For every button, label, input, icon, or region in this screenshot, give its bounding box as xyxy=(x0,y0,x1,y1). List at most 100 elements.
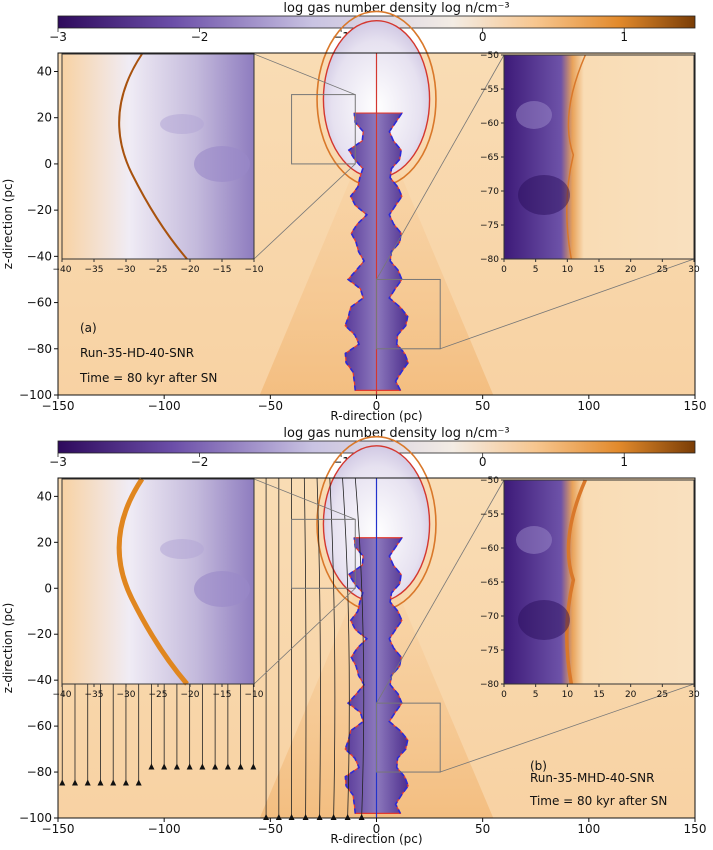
x-tick-label: 50 xyxy=(475,822,490,836)
field-arrow xyxy=(84,779,91,786)
run-name: Run-35-MHD-40-SNR xyxy=(530,771,654,785)
vortex xyxy=(194,571,250,607)
inset-x-tick-label: 30 xyxy=(688,265,700,275)
contour-blue-left xyxy=(344,537,369,814)
zoom-connector xyxy=(440,258,695,350)
y-tick-label: −40 xyxy=(27,673,52,687)
y-tick-label: −100 xyxy=(19,388,52,402)
panel-1: −150 −100 −50 0 50 100 15040200−20−40−60−80−10… xyxy=(1,10,706,423)
zoom-box-left xyxy=(291,94,356,165)
y-tick-label: −60 xyxy=(27,719,52,733)
field-arrow xyxy=(237,763,244,770)
inset-x-tick-label: −15 xyxy=(213,690,232,700)
y-tick-label: 0 xyxy=(44,157,52,171)
x-tick-label: 150 xyxy=(684,822,707,836)
inset-y-tick-label: −70 xyxy=(480,187,499,197)
inset-y-tick-label: −60 xyxy=(480,119,499,129)
vortex xyxy=(194,146,250,182)
y-tick-label: −20 xyxy=(27,627,52,641)
inset-x-tick-label: −10 xyxy=(245,265,264,275)
field-arrow xyxy=(135,779,142,786)
inset-x-tick-label: −35 xyxy=(85,265,104,275)
colorbar-tick-label: 0 xyxy=(479,455,487,469)
vortex xyxy=(518,175,570,215)
field-arrow xyxy=(212,763,219,770)
y-axis-label: z-direction (pc) xyxy=(1,179,15,270)
zoom-box-right xyxy=(376,702,441,773)
inset-field xyxy=(504,55,694,259)
time-label: Time = 80 kyr after SN xyxy=(79,371,217,385)
y-tick-label: −20 xyxy=(27,203,52,217)
zoom-connector xyxy=(376,479,505,704)
panel-2: −150 −100 −50 0 50 100 15040200−20−40−60−80−10… xyxy=(1,435,707,846)
colorbar-tick-label: 1 xyxy=(620,30,628,44)
inset-y-tick-label: −50 xyxy=(480,51,499,61)
field-arrow xyxy=(224,763,231,770)
inset-field xyxy=(504,480,694,684)
inset-x-tick-label: −20 xyxy=(181,690,200,700)
contour-blue-left xyxy=(344,113,369,391)
field-arrow xyxy=(110,779,117,786)
zoom-box-right xyxy=(376,278,441,350)
inset-x-tick-label: −30 xyxy=(117,690,136,700)
shock-front xyxy=(116,477,189,686)
zoom-connector xyxy=(440,683,695,773)
field-arrow xyxy=(122,779,129,786)
contour-blue-right xyxy=(388,112,410,391)
run-name: Run-35-HD-40-SNR xyxy=(80,346,194,360)
inset-x-tick-label: −30 xyxy=(117,265,136,275)
panel-label: (b) xyxy=(530,759,547,773)
colorbar-tick-label: 0 xyxy=(479,30,487,44)
colorbar-title: log gas number density log n/cm⁻³ xyxy=(283,1,509,16)
x-tick-label: 100 xyxy=(577,399,600,413)
colorbar-tick-label: −3 xyxy=(49,455,67,469)
x-axis-label: R-direction (pc) xyxy=(330,409,422,423)
vortex xyxy=(160,114,204,134)
inset-y-tick-label: −60 xyxy=(480,544,499,554)
shock-front xyxy=(565,479,587,685)
inset-x-tick-label: −40 xyxy=(53,265,72,275)
inset-x-tick-label: 5 xyxy=(533,265,539,275)
inset-x-tick-label: 10 xyxy=(562,265,574,275)
inset-x-tick-label: 30 xyxy=(688,690,700,700)
field-arrow xyxy=(148,763,155,770)
y-tick-label: 20 xyxy=(37,535,52,549)
time-label: Time = 80 kyr after SN xyxy=(529,794,667,808)
inset-y-tick-label: −65 xyxy=(480,153,499,163)
inset-x-tick-label: 25 xyxy=(657,265,668,275)
y-tick-label: −60 xyxy=(27,296,52,310)
inset-right-1: 0 5 10 15 20 25 30 −50 −55 −60 −65 −70 −75 −80 xyxy=(480,51,700,275)
inset-y-tick-label: −65 xyxy=(480,578,499,588)
field-arrow xyxy=(71,779,78,786)
inset-y-tick-label: −80 xyxy=(480,255,499,265)
x-axis-label: R-direction (pc) xyxy=(330,832,422,846)
y-tick-label: 20 xyxy=(37,111,52,125)
inset-y-tick-label: −55 xyxy=(480,510,499,520)
inset-x-tick-label: −15 xyxy=(213,265,232,275)
inset-right-2: 0 5 10 15 20 25 30 −50 −55 −60 −65 −70 −75 −80 xyxy=(480,476,700,700)
contour-blue-right xyxy=(388,537,410,814)
x-tick-label: −100 xyxy=(148,822,181,836)
vortex xyxy=(518,600,570,640)
y-tick-label: 0 xyxy=(44,581,52,595)
shock-front xyxy=(118,53,188,260)
inset-y-tick-label: −80 xyxy=(480,680,499,690)
colorbar-tick-label: 1 xyxy=(620,455,628,469)
colorbar-tick-label: −3 xyxy=(49,30,67,44)
inset-x-tick-label: −25 xyxy=(149,690,168,700)
inset-x-tick-label: 5 xyxy=(533,690,539,700)
field-arrow xyxy=(59,779,66,786)
inset-y-tick-label: −70 xyxy=(480,612,499,622)
field-arrow xyxy=(161,763,168,770)
zoom-connector xyxy=(253,163,356,260)
x-tick-label: 100 xyxy=(577,822,600,836)
inset-y-tick-label: −55 xyxy=(480,85,499,95)
inset-x-tick-label: 15 xyxy=(593,265,604,275)
inset-x-tick-label: −20 xyxy=(181,265,200,275)
inset-x-tick-label: −40 xyxy=(53,690,72,700)
inset-left-1: −40 −35 −30 −25 −20 −15 −10 xyxy=(53,53,264,275)
vortex xyxy=(516,101,552,129)
zoom-connector xyxy=(253,587,356,685)
field-arrow xyxy=(97,779,104,786)
colorbar-tick-label: −2 xyxy=(191,455,209,469)
